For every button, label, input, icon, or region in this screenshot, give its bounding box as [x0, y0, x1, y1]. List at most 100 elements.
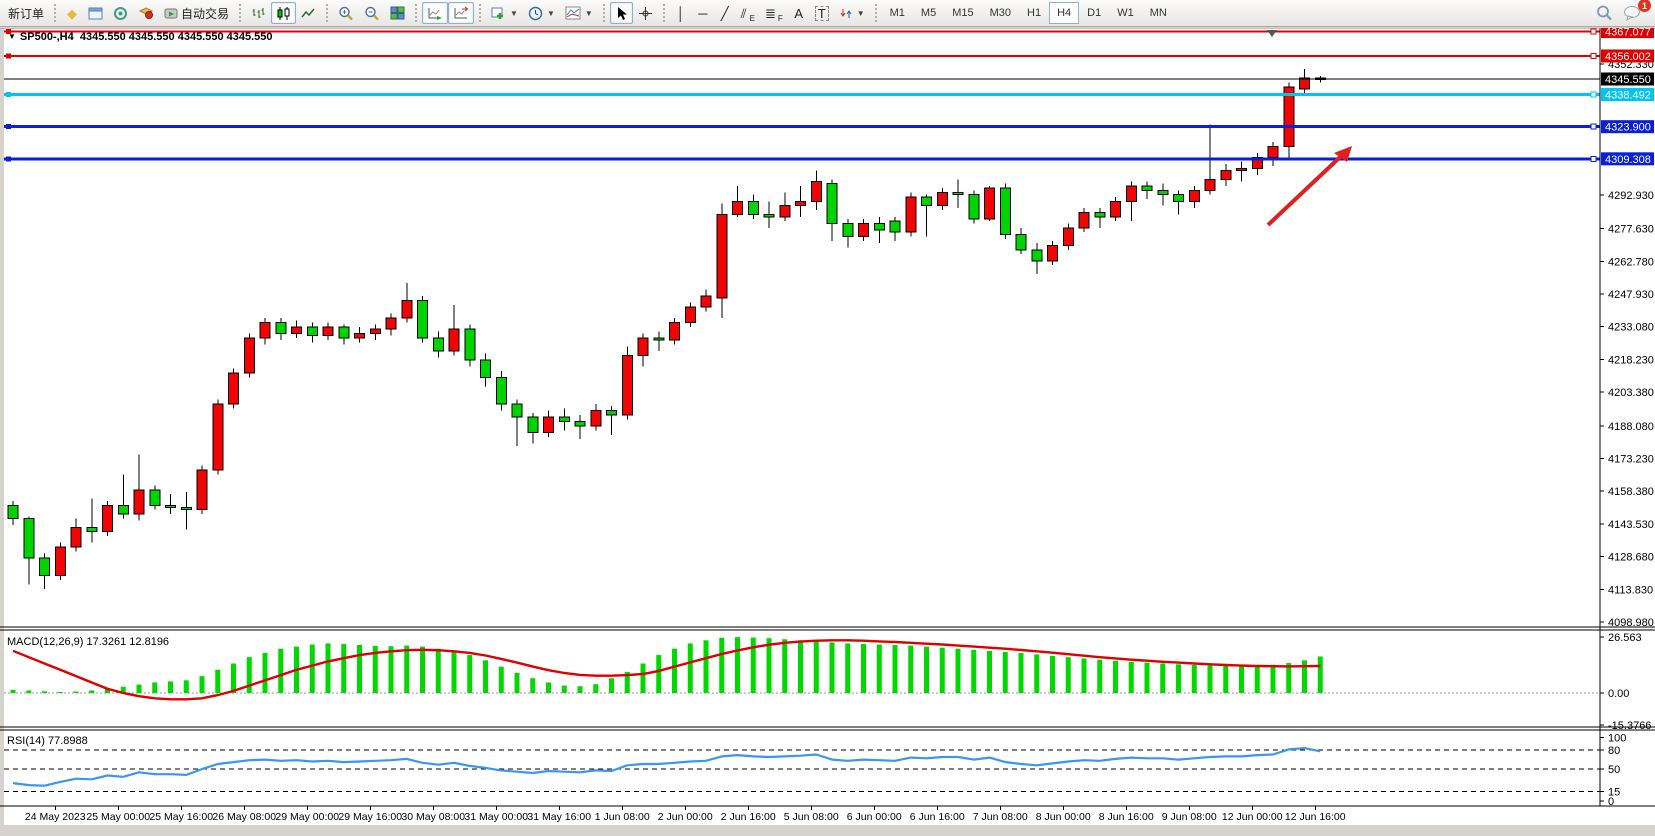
search-button[interactable] — [1591, 2, 1618, 24]
macd-histogram-bar — [530, 678, 536, 693]
zoom-out-button[interactable] — [359, 2, 385, 24]
line-price-label-text: 4338.492 — [1605, 90, 1651, 102]
candle-body — [102, 504, 113, 533]
chart-shift-button[interactable] — [448, 2, 475, 24]
fibonacci-tool[interactable]: ≣ F — [760, 2, 788, 24]
date-label: 7 Jun 08:00 — [973, 811, 1028, 823]
market-watch-button[interactable]: ◆ — [61, 2, 83, 24]
macd-histogram-bar — [798, 640, 803, 693]
line-handle-right[interactable] — [1590, 123, 1597, 130]
candle-body — [1283, 86, 1295, 147]
navigator-icon — [114, 6, 128, 20]
zoom-in-button[interactable] — [333, 2, 359, 24]
macd-histogram-bar — [105, 688, 110, 693]
timeframe-button-m15[interactable]: M15 — [952, 7, 974, 19]
line-handle-left[interactable] — [6, 29, 11, 35]
line-handle-left[interactable] — [6, 53, 11, 59]
timeframe-button-mn[interactable]: MN — [1149, 7, 1167, 19]
new-chart-button[interactable]: ▼ — [486, 2, 523, 24]
macd-histogram-bar — [1160, 663, 1166, 693]
macd-histogram-bar — [813, 641, 819, 693]
timeframe-button-m5[interactable]: M5 — [920, 7, 937, 19]
horizontal-line-tool[interactable]: ─ — [692, 2, 714, 24]
price-tick-label: 4113.830 — [1608, 584, 1653, 596]
timeframe-button-h4[interactable]: H4 — [1049, 2, 1080, 24]
arrows-tool[interactable]: ▼ — [834, 2, 870, 24]
date-label: 12 Jun 16:00 — [1285, 811, 1346, 823]
toolbar-grip — [874, 4, 877, 22]
line-price-label-text: 4356.002 — [1605, 51, 1651, 63]
chart-shift-icon — [454, 6, 469, 19]
bar-chart-button[interactable] — [246, 2, 271, 24]
cursor-button[interactable] — [609, 2, 633, 24]
crosshair-button[interactable] — [633, 2, 658, 24]
tile-windows-button[interactable] — [385, 2, 410, 24]
terminal-button[interactable] — [133, 2, 159, 24]
timeframe-button-h1[interactable]: H1 — [1027, 7, 1042, 19]
chart-canvas[interactable]: 4352.3304292.9304277.6304262.7804247.930… — [0, 25, 1655, 831]
timeframe-button-w1[interactable]: W1 — [1117, 7, 1134, 19]
timeframe-button-m30[interactable]: M30 — [989, 7, 1011, 19]
new-order-button[interactable]: 新订单 — [3, 2, 49, 24]
candle-body — [1110, 200, 1121, 218]
candle-body — [669, 321, 680, 341]
channel-tool[interactable]: ⫽ E — [736, 2, 760, 24]
candlestick-chart-button[interactable] — [271, 2, 297, 24]
data-window-button[interactable] — [83, 2, 108, 24]
cursor-icon — [617, 6, 627, 20]
candle-body — [1141, 185, 1153, 191]
trend-arrow-head — [1334, 146, 1352, 162]
collapse-triangle-icon[interactable]: ▼ — [8, 32, 16, 41]
price-axis[interactable]: 4352.3304292.9304277.6304262.7804247.930… — [1600, 25, 1654, 629]
macd-histogram-bar — [719, 637, 725, 693]
line-chart-button[interactable] — [296, 2, 321, 24]
text-label-tool[interactable]: T — [810, 2, 834, 24]
macd-histogram-bar — [278, 648, 284, 693]
macd-histogram-bar — [766, 638, 772, 693]
macd-histogram-bar — [26, 690, 32, 693]
macd-histogram-bar — [215, 669, 221, 693]
trendline-tool[interactable]: ╱ — [714, 2, 736, 24]
window-left-edge — [0, 28, 4, 825]
macd-histogram-bar — [1286, 663, 1292, 693]
periods-button[interactable]: ▼ — [523, 2, 560, 24]
timeframe-button-d1[interactable]: D1 — [1087, 7, 1102, 19]
indicators-icon — [565, 6, 581, 20]
line-handle-left[interactable] — [6, 92, 11, 98]
notifications-button[interactable]: 1 — [1618, 0, 1651, 24]
autotrading-button[interactable]: 自动交易 — [159, 2, 234, 24]
date-label: 29 May 00:00 — [275, 811, 339, 823]
candle-body — [1188, 189, 1200, 202]
candle-body — [684, 306, 696, 323]
navigator-button[interactable] — [108, 2, 133, 24]
candle-body — [212, 403, 224, 471]
line-handle-right[interactable] — [1590, 52, 1597, 59]
shift-marker-icon[interactable] — [1267, 30, 1277, 37]
line-handle-right[interactable] — [1590, 28, 1597, 35]
auto-scroll-button[interactable] — [422, 2, 449, 24]
channel-tool-label: E — [749, 14, 755, 23]
candle-body — [700, 295, 712, 308]
timeframe-button-m1[interactable]: M1 — [889, 7, 905, 19]
date-label: 9 Jun 08:00 — [1162, 811, 1217, 823]
text-tool[interactable]: A — [788, 2, 810, 24]
line-handle-right[interactable] — [1590, 155, 1597, 162]
date-label: 2 Jun 00:00 — [658, 811, 713, 823]
window-bottom-edge — [0, 825, 1655, 831]
toolbar-grip — [54, 4, 57, 22]
indicators-button[interactable]: ▼ — [560, 2, 598, 24]
macd-histogram-bar — [120, 686, 126, 693]
candle-body — [1157, 189, 1169, 196]
date-axis[interactable]: 24 May 2023 25 May 00:00 25 May 16:00 26 Ma… — [25, 806, 1346, 823]
line-handle-left[interactable] — [6, 156, 11, 162]
chart-window: 4352.330 4292.930 4277.630 4262.780 4247.930… — [0, 25, 1655, 831]
vertical-line-tool[interactable]: │ — [670, 2, 692, 24]
macd-histogram-bar — [876, 644, 882, 693]
line-handle-right[interactable] — [1590, 91, 1597, 98]
trend-arrow[interactable] — [1266, 146, 1352, 227]
macd-histogram-bar — [939, 647, 945, 693]
candle-body — [480, 359, 491, 379]
candle-body — [968, 194, 980, 220]
date-label: 31 May 00:00 — [464, 811, 528, 823]
line-handle-left[interactable] — [6, 124, 11, 130]
